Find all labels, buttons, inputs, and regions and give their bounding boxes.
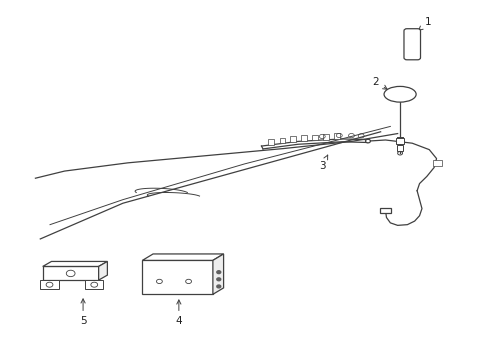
Polygon shape [42, 261, 107, 266]
Bar [396, 145, 403, 152]
Bar [279, 138, 285, 143]
Bar [322, 134, 328, 140]
Ellipse shape [365, 139, 370, 143]
Ellipse shape [383, 86, 415, 102]
Bar [311, 135, 317, 140]
Text: 4: 4 [175, 300, 182, 326]
Text: 5: 5 [80, 299, 86, 326]
Bar [333, 134, 339, 139]
Bar [300, 135, 306, 141]
Polygon shape [99, 261, 107, 280]
Text: 1: 1 [418, 17, 431, 30]
FancyBboxPatch shape [432, 160, 441, 166]
Bar [289, 136, 295, 142]
Bar [268, 139, 274, 145]
Text: 3: 3 [318, 155, 327, 171]
Text: 2: 2 [372, 77, 386, 89]
Bar [40, 280, 59, 289]
Polygon shape [212, 254, 223, 294]
Circle shape [216, 285, 220, 288]
FancyBboxPatch shape [379, 208, 390, 213]
Bar [42, 266, 99, 280]
Bar [142, 260, 212, 294]
Circle shape [216, 278, 220, 281]
Polygon shape [142, 254, 223, 260]
Circle shape [216, 271, 220, 274]
Bar [85, 280, 103, 289]
Bar [395, 138, 403, 144]
FancyBboxPatch shape [403, 29, 420, 60]
